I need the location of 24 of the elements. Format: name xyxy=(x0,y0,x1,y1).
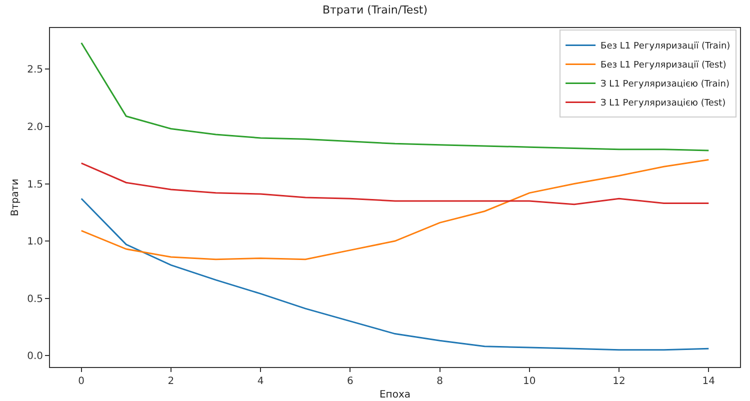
x-axis-title: Епоха xyxy=(379,390,411,400)
y-tick-label: 1.0 xyxy=(27,236,43,248)
legend-label: З L1 Регуляризацією (Test) xyxy=(600,98,726,109)
line-series xyxy=(80,162,710,206)
y-tick-label: 2.5 xyxy=(27,64,43,76)
x-tick-label: 2 xyxy=(168,376,174,387)
legend-label: З L1 Регуляризацією (Train) xyxy=(600,80,730,90)
line-series xyxy=(80,158,710,260)
legend-label: Без L1 Регуляризації (Test) xyxy=(600,60,726,71)
chart-title: Втрати (Train/Test) xyxy=(322,4,428,17)
x-tick-label: 0 xyxy=(78,376,85,387)
x-tick-label: 6 xyxy=(347,376,354,387)
line-series xyxy=(80,198,710,351)
y-tick-label: 2.0 xyxy=(27,122,43,133)
legend-label: Без L1 Регуляризації (Train) xyxy=(600,42,730,52)
y-tick-label: 0.0 xyxy=(27,351,43,362)
x-tick-label: 10 xyxy=(523,376,536,387)
y-tick-label: 0.5 xyxy=(27,294,43,305)
x-tick-label: 14 xyxy=(702,376,716,387)
x-tick-label: 8 xyxy=(436,376,443,387)
y-axis-title: Втрати xyxy=(10,178,22,216)
y-tick-label: 1.5 xyxy=(27,179,43,190)
x-tick-label: 12 xyxy=(612,376,626,387)
x-tick-label: 4 xyxy=(257,376,264,387)
